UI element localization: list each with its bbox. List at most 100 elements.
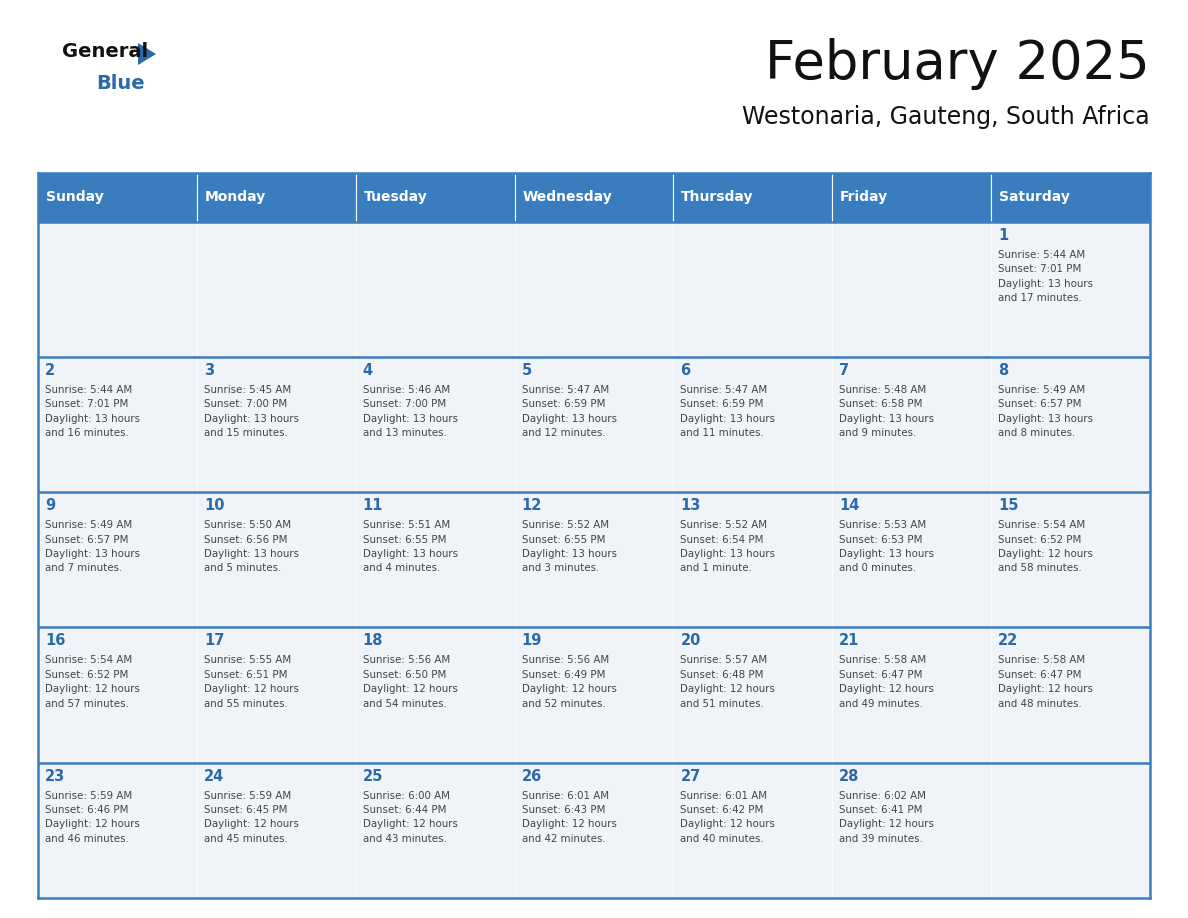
Text: 27: 27	[681, 768, 701, 784]
Bar	[674, 492, 833, 627]
Text: Sunrise: 6:02 AM
Sunset: 6:41 PM
Daylight: 12 hours
and 39 minutes.: Sunrise: 6:02 AM Sunset: 6:41 PM Dayligh…	[839, 790, 934, 844]
Bar	[355, 763, 514, 898]
Text: Sunrise: 5:45 AM
Sunset: 7:00 PM
Daylight: 13 hours
and 15 minutes.: Sunrise: 5:45 AM Sunset: 7:00 PM Dayligh…	[204, 385, 299, 438]
Bar	[197, 222, 355, 357]
Bar	[674, 627, 833, 763]
Text: Friday: Friday	[840, 190, 889, 204]
Text: 13: 13	[681, 498, 701, 513]
Text: Sunrise: 5:47 AM
Sunset: 6:59 PM
Daylight: 13 hours
and 11 minutes.: Sunrise: 5:47 AM Sunset: 6:59 PM Dayligh…	[681, 385, 776, 438]
Bar	[514, 627, 674, 763]
Text: 1: 1	[998, 228, 1009, 243]
Bar	[833, 222, 991, 357]
Text: 28: 28	[839, 768, 860, 784]
Bar	[514, 173, 674, 222]
Bar	[991, 222, 1150, 357]
Bar	[833, 492, 991, 627]
Text: Sunrise: 6:01 AM
Sunset: 6:42 PM
Daylight: 12 hours
and 40 minutes.: Sunrise: 6:01 AM Sunset: 6:42 PM Dayligh…	[681, 790, 776, 844]
Text: 12: 12	[522, 498, 542, 513]
Text: 26: 26	[522, 768, 542, 784]
Text: Sunday: Sunday	[46, 190, 103, 204]
Bar	[38, 222, 197, 357]
Bar	[833, 173, 991, 222]
Bar	[38, 492, 197, 627]
Text: Sunrise: 5:49 AM
Sunset: 6:57 PM
Daylight: 13 hours
and 7 minutes.: Sunrise: 5:49 AM Sunset: 6:57 PM Dayligh…	[45, 521, 140, 574]
Text: Wednesday: Wednesday	[523, 190, 612, 204]
Bar	[991, 763, 1150, 898]
Text: 22: 22	[998, 633, 1018, 648]
Bar	[514, 763, 674, 898]
Text: Sunrise: 5:44 AM
Sunset: 7:01 PM
Daylight: 13 hours
and 16 minutes.: Sunrise: 5:44 AM Sunset: 7:01 PM Dayligh…	[45, 385, 140, 438]
Bar	[991, 173, 1150, 222]
Text: Sunrise: 5:49 AM
Sunset: 6:57 PM
Daylight: 13 hours
and 8 minutes.: Sunrise: 5:49 AM Sunset: 6:57 PM Dayligh…	[998, 385, 1093, 438]
Bar	[514, 357, 674, 492]
Text: Monday: Monday	[204, 190, 266, 204]
Text: Sunrise: 5:52 AM
Sunset: 6:55 PM
Daylight: 13 hours
and 3 minutes.: Sunrise: 5:52 AM Sunset: 6:55 PM Dayligh…	[522, 521, 617, 574]
Text: Sunrise: 5:54 AM
Sunset: 6:52 PM
Daylight: 12 hours
and 58 minutes.: Sunrise: 5:54 AM Sunset: 6:52 PM Dayligh…	[998, 521, 1093, 574]
Bar	[197, 357, 355, 492]
Text: 7: 7	[839, 364, 849, 378]
Bar	[833, 627, 991, 763]
Text: 11: 11	[362, 498, 384, 513]
Text: Sunrise: 5:54 AM
Sunset: 6:52 PM
Daylight: 12 hours
and 57 minutes.: Sunrise: 5:54 AM Sunset: 6:52 PM Dayligh…	[45, 655, 140, 709]
Text: 20: 20	[681, 633, 701, 648]
Bar	[674, 763, 833, 898]
Text: Sunrise: 5:46 AM
Sunset: 7:00 PM
Daylight: 13 hours
and 13 minutes.: Sunrise: 5:46 AM Sunset: 7:00 PM Dayligh…	[362, 385, 457, 438]
Text: 5: 5	[522, 364, 532, 378]
Bar	[355, 173, 514, 222]
Bar	[991, 357, 1150, 492]
Text: Sunrise: 5:51 AM
Sunset: 6:55 PM
Daylight: 13 hours
and 4 minutes.: Sunrise: 5:51 AM Sunset: 6:55 PM Dayligh…	[362, 521, 457, 574]
Text: Sunrise: 5:57 AM
Sunset: 6:48 PM
Daylight: 12 hours
and 51 minutes.: Sunrise: 5:57 AM Sunset: 6:48 PM Dayligh…	[681, 655, 776, 709]
Text: Sunrise: 6:00 AM
Sunset: 6:44 PM
Daylight: 12 hours
and 43 minutes.: Sunrise: 6:00 AM Sunset: 6:44 PM Dayligh…	[362, 790, 457, 844]
Text: Sunrise: 5:44 AM
Sunset: 7:01 PM
Daylight: 13 hours
and 17 minutes.: Sunrise: 5:44 AM Sunset: 7:01 PM Dayligh…	[998, 250, 1093, 303]
Text: 15: 15	[998, 498, 1018, 513]
Text: 21: 21	[839, 633, 860, 648]
Text: Sunrise: 5:52 AM
Sunset: 6:54 PM
Daylight: 13 hours
and 1 minute.: Sunrise: 5:52 AM Sunset: 6:54 PM Dayligh…	[681, 521, 776, 574]
Bar	[674, 357, 833, 492]
Text: Westonaria, Gauteng, South Africa: Westonaria, Gauteng, South Africa	[742, 105, 1150, 129]
Text: 2: 2	[45, 364, 55, 378]
Bar	[197, 173, 355, 222]
Bar	[833, 763, 991, 898]
Text: Tuesday: Tuesday	[364, 190, 428, 204]
Text: Sunrise: 5:50 AM
Sunset: 6:56 PM
Daylight: 13 hours
and 5 minutes.: Sunrise: 5:50 AM Sunset: 6:56 PM Dayligh…	[204, 521, 299, 574]
Text: 4: 4	[362, 364, 373, 378]
Bar	[674, 222, 833, 357]
Text: Sunrise: 6:01 AM
Sunset: 6:43 PM
Daylight: 12 hours
and 42 minutes.: Sunrise: 6:01 AM Sunset: 6:43 PM Dayligh…	[522, 790, 617, 844]
Text: 25: 25	[362, 768, 383, 784]
Text: 8: 8	[998, 364, 1009, 378]
Text: 9: 9	[45, 498, 55, 513]
Text: General: General	[62, 42, 148, 61]
Text: 16: 16	[45, 633, 65, 648]
Bar	[991, 627, 1150, 763]
Bar	[514, 222, 674, 357]
Polygon shape	[138, 43, 156, 65]
Bar	[514, 492, 674, 627]
Text: 18: 18	[362, 633, 384, 648]
Bar	[674, 173, 833, 222]
Text: Sunrise: 5:56 AM
Sunset: 6:50 PM
Daylight: 12 hours
and 54 minutes.: Sunrise: 5:56 AM Sunset: 6:50 PM Dayligh…	[362, 655, 457, 709]
Text: 23: 23	[45, 768, 65, 784]
Text: 24: 24	[204, 768, 225, 784]
Bar	[38, 627, 197, 763]
Text: 19: 19	[522, 633, 542, 648]
Text: Sunrise: 5:48 AM
Sunset: 6:58 PM
Daylight: 13 hours
and 9 minutes.: Sunrise: 5:48 AM Sunset: 6:58 PM Dayligh…	[839, 385, 934, 438]
Text: February 2025: February 2025	[765, 38, 1150, 90]
Text: Sunrise: 5:47 AM
Sunset: 6:59 PM
Daylight: 13 hours
and 12 minutes.: Sunrise: 5:47 AM Sunset: 6:59 PM Dayligh…	[522, 385, 617, 438]
Bar	[355, 357, 514, 492]
Bar	[355, 627, 514, 763]
Text: 14: 14	[839, 498, 860, 513]
Text: Thursday: Thursday	[682, 190, 754, 204]
Text: Sunrise: 5:58 AM
Sunset: 6:47 PM
Daylight: 12 hours
and 49 minutes.: Sunrise: 5:58 AM Sunset: 6:47 PM Dayligh…	[839, 655, 934, 709]
Text: 6: 6	[681, 364, 690, 378]
Text: Sunrise: 5:53 AM
Sunset: 6:53 PM
Daylight: 13 hours
and 0 minutes.: Sunrise: 5:53 AM Sunset: 6:53 PM Dayligh…	[839, 521, 934, 574]
Text: 3: 3	[204, 364, 214, 378]
Bar	[991, 492, 1150, 627]
Bar	[38, 173, 197, 222]
Text: 10: 10	[204, 498, 225, 513]
Bar	[197, 492, 355, 627]
Text: Sunrise: 5:59 AM
Sunset: 6:45 PM
Daylight: 12 hours
and 45 minutes.: Sunrise: 5:59 AM Sunset: 6:45 PM Dayligh…	[204, 790, 298, 844]
Text: 17: 17	[204, 633, 225, 648]
Bar	[197, 763, 355, 898]
Text: Saturday: Saturday	[999, 190, 1070, 204]
Bar	[38, 763, 197, 898]
